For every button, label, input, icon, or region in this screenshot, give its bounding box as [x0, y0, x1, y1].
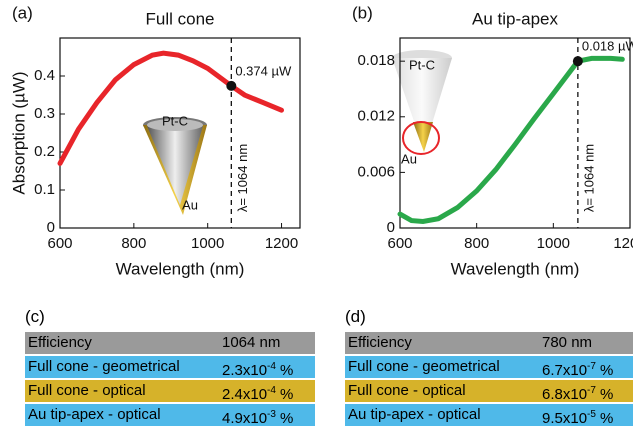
header-cell: 1064 nm	[222, 334, 281, 351]
row-label: Full cone - optical	[28, 382, 146, 399]
value-unit: %	[279, 410, 294, 426]
table-row: Au tip-apex - optical 4.9x10-3%	[25, 404, 315, 426]
value-base: 4.9x10	[222, 410, 268, 426]
panel-label: (d)	[345, 307, 366, 326]
value-unit: %	[279, 362, 294, 378]
cone-label: Pt-C	[162, 113, 188, 128]
value-exponent: -5	[587, 409, 596, 420]
value-base: 2.3x10	[222, 362, 268, 378]
value-exponent: -7	[587, 361, 596, 372]
row-label: Full cone - geometrical	[28, 358, 180, 375]
row-label: Full cone - optical	[348, 382, 466, 399]
cone-illustration	[143, 117, 207, 215]
x-tick-label: 800	[121, 235, 146, 252]
y-tick-label: 0.018	[357, 52, 395, 69]
marker-label: 0.374 µW	[235, 63, 292, 78]
plot-frame	[399, 37, 631, 229]
x-tick-label: 1200	[613, 235, 633, 252]
value-exponent: -4	[267, 385, 276, 396]
header-cell: Efficiency	[348, 334, 412, 351]
value-base: 6.8x10	[542, 386, 588, 402]
header-row: Efficiency 780 nm	[345, 332, 633, 354]
value-unit: %	[599, 362, 614, 378]
y-tick-label: 0.3	[34, 105, 55, 122]
row-label: Au tip-apex - optical	[28, 406, 161, 423]
cone-label: Au	[401, 151, 417, 166]
plot-frame	[59, 37, 301, 229]
y-tick-label: 0	[47, 219, 55, 236]
y-tick-label: 0.4	[34, 67, 55, 84]
y-tick-label: 0.1	[34, 181, 55, 198]
header-cell: 780 nm	[542, 334, 593, 351]
chart-title: Full cone	[146, 9, 215, 28]
x-axis-label: Wavelength (nm)	[451, 259, 580, 278]
value-base: 2.4x10	[222, 386, 268, 402]
reference-label: λ= 1064 nm	[235, 144, 250, 212]
header-row: Efficiency 1064 nm	[25, 332, 315, 354]
table: (d) Efficiency 780 nm Full cone - geometric…	[345, 302, 633, 438]
marker-point	[226, 80, 237, 91]
value-unit: %	[599, 410, 614, 426]
y-axis-label: Absorption (µW)	[9, 71, 28, 194]
tip-illustration	[392, 50, 452, 155]
value-base: 6.7x10	[542, 362, 588, 378]
table: (c) Efficiency 1064 nm Full cone - geometri…	[25, 302, 315, 438]
data-line	[57, 50, 284, 166]
value-exponent: -7	[587, 385, 596, 396]
value-exponent: -3	[267, 409, 276, 420]
value-exponent: -4	[267, 361, 276, 372]
row-value: 4.9x10-3%	[218, 404, 293, 426]
x-axis-label: Wavelength (nm)	[116, 259, 245, 278]
x-tick-label: 800	[464, 235, 489, 252]
x-tick-label: 600	[47, 235, 72, 252]
row-value: 9.5x10-5%	[538, 404, 613, 426]
row-value: 6.7x10-7%	[538, 356, 613, 378]
table-row: Full cone - optical 2.4x10-4%	[25, 380, 315, 402]
panel-label: (a)	[12, 3, 33, 22]
value-unit: %	[279, 386, 294, 402]
value-base: 9.5x10	[542, 410, 588, 426]
y-tick-label: 0	[387, 219, 395, 236]
data-line	[397, 55, 625, 225]
panel-label: (b)	[352, 3, 373, 22]
y-tick-label: 0.012	[357, 108, 395, 125]
cone-label: Pt-C	[409, 57, 435, 72]
value-unit: %	[599, 386, 614, 402]
row-value: 6.8x10-7%	[538, 380, 613, 402]
panel-label: (c)	[25, 307, 45, 326]
table-row: Au tip-apex - optical 9.5x10-5%	[345, 404, 633, 426]
row-label: Au tip-apex - optical	[348, 406, 481, 423]
x-tick-label: 1000	[537, 235, 570, 252]
y-tick-label: 0.006	[357, 163, 395, 180]
table-row: Full cone - geometrical 2.3x10-4%	[25, 356, 315, 378]
header-cell: Efficiency	[28, 334, 92, 351]
x-tick-label: 1200	[265, 235, 298, 252]
row-value: 2.3x10-4%	[218, 356, 293, 378]
chart-title: Au tip-apex	[472, 9, 558, 28]
reference-label: λ= 1064 nm	[581, 144, 596, 212]
marker-label: 0.018 µW	[582, 39, 633, 54]
table-row: Full cone - geometrical 6.7x10-7%	[345, 356, 633, 378]
table-row: Full cone - optical 6.8x10-7%	[345, 380, 633, 402]
row-label: Full cone - geometrical	[348, 358, 500, 375]
charts: (a) Full cone Wavelength (nm) Absorption (µ…	[9, 3, 633, 278]
y-tick-label: 0.2	[34, 143, 55, 160]
x-tick-label: 1000	[191, 235, 224, 252]
cone-label: Au	[182, 197, 198, 212]
x-tick-label: 600	[387, 235, 412, 252]
marker-point	[572, 56, 583, 67]
row-value: 2.4x10-4%	[218, 380, 293, 402]
